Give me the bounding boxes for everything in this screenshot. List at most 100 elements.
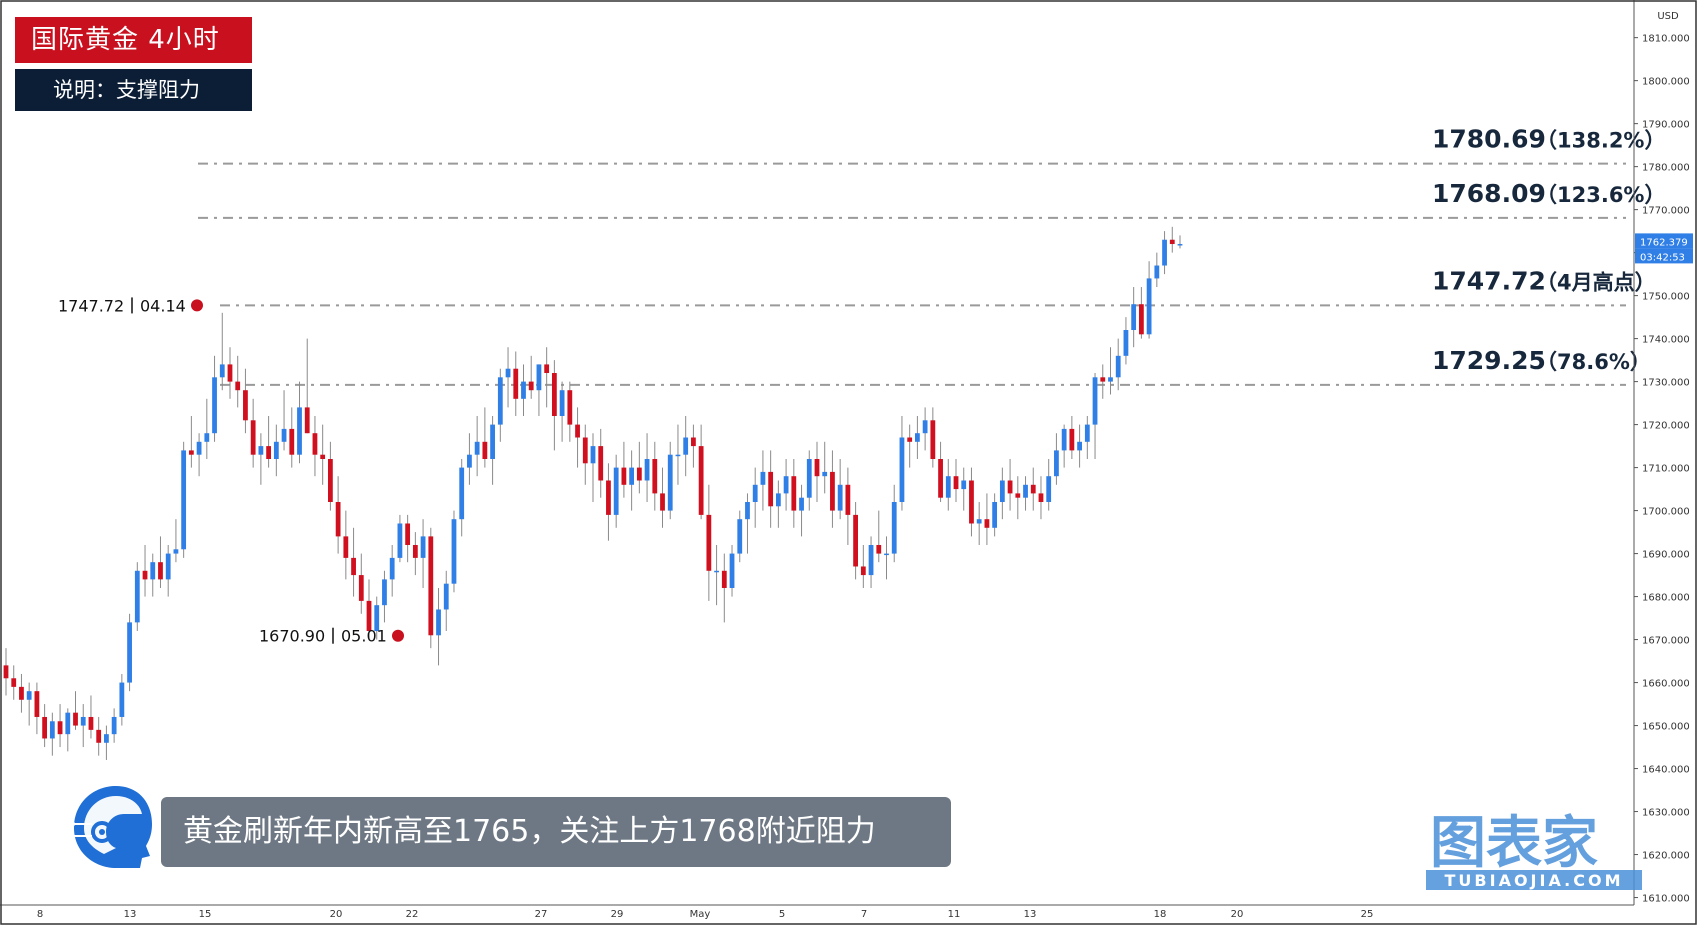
time-tick-label: 22 <box>406 909 419 920</box>
candle-body <box>752 484 758 502</box>
candle-body <box>1108 377 1113 382</box>
ai-head-icon <box>65 786 152 868</box>
candle-body <box>474 441 480 455</box>
candle-body <box>961 480 967 490</box>
countdown-label: 03:42:53 <box>1640 252 1685 263</box>
candle-body <box>675 454 681 457</box>
price-tick-label: 1780.000 <box>1642 163 1690 174</box>
candle-body <box>1007 480 1013 494</box>
price-markers: 1747.72 04.14 1670.90 05.01 <box>58 296 404 646</box>
marker-price-label: 1670.90 <box>259 627 325 646</box>
price-tick-label: 1670.000 <box>1642 636 1690 647</box>
time-tick-label: 25 <box>1361 909 1374 920</box>
candle-body <box>243 390 248 421</box>
price-tick-label: 1650.000 <box>1642 722 1690 733</box>
candle-body <box>11 678 17 687</box>
level-value-label: 1747.72 <box>1432 266 1546 295</box>
price-tick-label: 1680.000 <box>1642 593 1690 604</box>
candle-body <box>443 583 449 610</box>
price-tick-label: 1730.000 <box>1642 378 1690 389</box>
time-tick-label: 18 <box>1154 909 1167 920</box>
candle-body <box>559 390 565 417</box>
candle-body <box>328 459 333 502</box>
candle-body <box>150 562 156 580</box>
candle-body <box>374 605 380 631</box>
candle-body <box>783 476 789 494</box>
time-tick-label: 27 <box>535 909 548 920</box>
candle-body <box>297 407 302 455</box>
watermark-brand: 图表家 <box>1430 811 1598 876</box>
candle-body <box>1023 484 1028 498</box>
marker-date-label: 05.01 <box>341 627 387 646</box>
candle-body <box>567 390 573 425</box>
candle-body <box>80 716 86 726</box>
candle-body <box>134 570 140 623</box>
candles <box>3 226 1183 760</box>
candle-body <box>830 471 835 511</box>
time-tick-label: 7 <box>861 909 867 920</box>
candle-body <box>320 454 326 459</box>
candle-body <box>397 523 403 558</box>
candle-body <box>1038 493 1044 502</box>
time-tick-label: 15 <box>199 909 212 920</box>
price-tick-label: 1720.000 <box>1642 421 1690 432</box>
current-price-label: 1762.379 <box>1640 237 1688 248</box>
candle-body <box>505 368 511 378</box>
price-tick-label: 1610.000 <box>1642 894 1690 905</box>
candle-body <box>1084 424 1090 442</box>
candle-body <box>660 493 665 511</box>
chart-caption: 黄金刷新年内新高至1765，关注上方1768附近阻力 <box>161 797 951 867</box>
chart-title: 国际黄金 4小时 <box>15 17 252 63</box>
candle-body <box>96 729 102 743</box>
candle-body <box>73 712 78 726</box>
candle-body <box>729 553 735 588</box>
candle-body <box>698 446 704 515</box>
time-tick-label: 5 <box>779 909 785 920</box>
candle-body <box>768 471 774 507</box>
candle-body <box>837 484 843 511</box>
candle-body <box>119 682 125 717</box>
marker-dot <box>392 629 404 642</box>
candle-body <box>853 514 858 567</box>
watermark-domain: TUBIAOJIA.COM <box>1445 871 1624 890</box>
candle-body <box>683 437 689 455</box>
candle-body <box>196 441 202 455</box>
candle-body <box>667 454 673 511</box>
candle-body <box>1146 278 1152 335</box>
current-price-tag <box>1635 233 1693 249</box>
level-lines <box>198 162 1626 386</box>
tubiaojia-watermark: 图表家 TUBIAOJIA.COM <box>1426 811 1642 890</box>
candle-body <box>111 716 117 735</box>
candle-body <box>860 566 866 576</box>
candle-body <box>289 428 295 455</box>
candle-body <box>181 450 187 550</box>
countdown-tag <box>1635 248 1693 264</box>
candle-body <box>235 381 241 391</box>
candle-body <box>165 553 171 580</box>
price-tick-label: 1810.000 <box>1642 34 1690 45</box>
candle-body <box>884 553 889 556</box>
candle-body <box>436 609 441 636</box>
candle-body <box>1077 441 1082 451</box>
candle-body <box>1015 493 1021 498</box>
candle-body <box>1030 484 1036 494</box>
time-tick-label: 20 <box>330 909 343 920</box>
candle-body <box>652 459 658 494</box>
candle-body <box>57 721 63 735</box>
candle-body <box>868 544 874 576</box>
level-tag-label: （138.2%） <box>1536 129 1665 153</box>
candle-body <box>521 381 526 399</box>
candle-body <box>1169 239 1175 245</box>
candle-body <box>204 433 210 442</box>
time-tick-label: 20 <box>1231 909 1244 920</box>
candle-body <box>513 368 519 399</box>
currency-label: USD <box>1657 11 1679 22</box>
candle-body <box>389 557 395 580</box>
time-tick-label: 13 <box>124 909 137 920</box>
candle-body <box>142 570 148 580</box>
candle-body <box>1092 377 1098 425</box>
candle-body <box>915 433 920 442</box>
price-tick-label: 1710.000 <box>1642 464 1690 475</box>
candle-body <box>930 420 936 459</box>
